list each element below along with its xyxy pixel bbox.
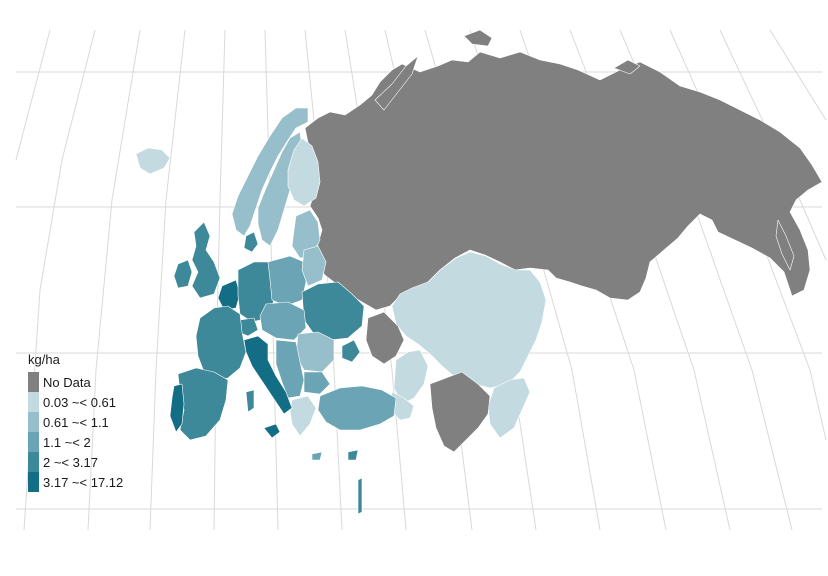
legend-swatch: [28, 412, 39, 432]
region-novaya-zemlya: [374, 55, 419, 111]
region-greece: [289, 395, 317, 437]
region-russia: [304, 51, 823, 311]
legend-swatch: [28, 432, 39, 452]
legend-swatch: [28, 472, 39, 492]
legend-item: 0.61 ~< 1.1: [28, 412, 148, 432]
legend-label: 3.17 ~< 17.12: [43, 474, 124, 490]
region-kazakhstan: [365, 311, 405, 365]
region-bulgaria: [303, 371, 331, 395]
region-romania: [295, 331, 335, 373]
region-iceland: [135, 147, 171, 175]
map-legend: kg/ha No Data 0.03 ~< 0.61 0.61 ~< 1.1 1.1 …: [28, 352, 148, 492]
legend-label: 1.1 ~< 2: [43, 434, 91, 450]
legend-item: 3.17 ~< 17.12: [28, 472, 148, 492]
region-benelux: [217, 279, 241, 311]
region-sardinia: [245, 389, 255, 413]
region-ireland: [173, 259, 193, 289]
legend-label: No Data: [43, 374, 91, 390]
region-spain: [177, 367, 229, 441]
region-levant: [357, 477, 363, 515]
legend-item: 2 ~< 3.17: [28, 452, 148, 472]
region-central-asia-east: [391, 251, 547, 389]
legend-swatch: [28, 372, 39, 392]
region-denmark: [243, 231, 259, 253]
legend-label: 2 ~< 3.17: [43, 454, 98, 470]
legend-items: No Data 0.03 ~< 0.61 0.61 ~< 1.1 1.1 ~< 2 2 …: [28, 372, 148, 492]
region-france: [195, 305, 247, 381]
legend-item: No Data: [28, 372, 148, 392]
legend-item: 0.03 ~< 0.61: [28, 392, 148, 412]
region-cyprus: [347, 449, 359, 461]
legend-item: 1.1 ~< 2: [28, 432, 148, 452]
region-central-europe: [259, 301, 307, 341]
region-sicily: [263, 423, 281, 439]
legend-title: kg/ha: [28, 352, 60, 367]
region-arctic-islands: [463, 29, 641, 75]
region-poland: [267, 255, 307, 307]
region-belarus: [301, 245, 327, 287]
region-balkans: [275, 339, 305, 399]
region-far-east-light: [487, 377, 531, 439]
region-sakhalin: [775, 219, 795, 271]
region-finland: [287, 137, 321, 207]
region-united-kingdom: [191, 221, 221, 299]
region-turkey: [317, 385, 397, 431]
countries-layer: [135, 29, 823, 515]
region-south-asia: [429, 371, 491, 453]
region-iran: [393, 349, 429, 405]
region-portugal: [169, 383, 185, 433]
legend-label: 0.61 ~< 1.1: [43, 414, 109, 430]
region-caucasus: [341, 339, 361, 363]
legend-swatch: [28, 452, 39, 472]
legend-swatch: [28, 392, 39, 412]
region-ukraine: [301, 281, 365, 341]
region-italy: [243, 335, 293, 415]
region-crete: [311, 451, 323, 461]
region-norway: [231, 107, 309, 237]
legend-label: 0.03 ~< 0.61: [43, 394, 117, 410]
